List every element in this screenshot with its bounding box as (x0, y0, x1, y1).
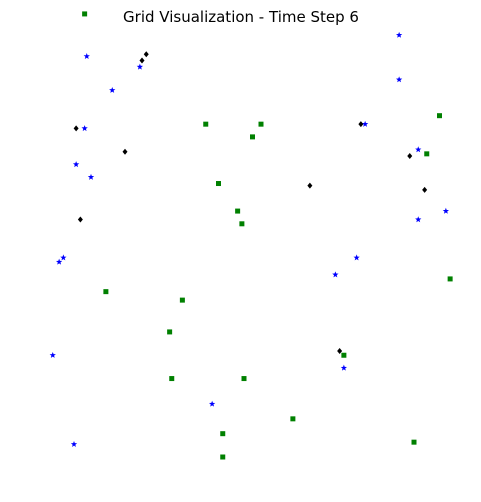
square-marker-1-0 (82, 11, 88, 17)
square-marker-1-9 (447, 276, 453, 282)
square-marker-1-18 (220, 454, 226, 460)
square-marker-1-3 (250, 134, 255, 140)
star-marker-0-9 (395, 31, 403, 38)
star-marker-0-3 (72, 161, 80, 168)
square-marker-1-4 (437, 113, 442, 119)
square-marker-1-11 (179, 297, 185, 303)
diamond-marker-2-5 (407, 152, 413, 159)
square-marker-1-14 (169, 376, 175, 382)
star-marker-0-13 (415, 216, 422, 223)
star-marker-0-4 (87, 173, 95, 180)
square-marker-1-13 (341, 352, 347, 358)
square-marker-1-16 (290, 416, 296, 422)
square-marker-1-12 (167, 329, 173, 335)
diamond-marker-2-6 (307, 182, 313, 189)
square-marker-1-10 (103, 289, 109, 295)
star-marker-0-1 (109, 86, 116, 93)
star-marker-0-8 (70, 440, 78, 447)
square-marker-1-15 (241, 376, 247, 382)
square-marker-1-19 (411, 439, 417, 445)
star-marker-0-17 (340, 364, 348, 371)
star-marker-0-19 (136, 63, 144, 70)
diamond-marker-2-7 (422, 186, 428, 193)
star-marker-0-18 (208, 400, 216, 407)
diamond-marker-2-3 (122, 148, 128, 155)
diamond-marker-2-0 (143, 51, 149, 58)
diamond-marker-2-4 (358, 121, 364, 128)
star-marker-0-0 (83, 53, 90, 59)
plot-area (49, 11, 453, 460)
star-marker-0-11 (361, 120, 369, 127)
star-marker-0-16 (332, 271, 339, 278)
square-marker-1-5 (424, 151, 430, 157)
square-marker-1-7 (235, 208, 241, 214)
square-marker-1-6 (216, 181, 221, 187)
square-marker-1-2 (258, 121, 264, 127)
square-marker-1-1 (203, 121, 209, 127)
star-marker-0-5 (60, 254, 67, 261)
star-marker-0-7 (49, 351, 56, 358)
diamond-marker-2-8 (77, 216, 83, 223)
star-marker-0-6 (55, 258, 63, 265)
chart-title: Grid Visualization - Time Step 6 (123, 8, 359, 26)
square-marker-1-8 (239, 221, 245, 227)
diamond-marker-2-9 (337, 348, 343, 354)
square-marker-1-17 (220, 431, 226, 437)
diamond-marker-2-1 (139, 57, 145, 64)
star-marker-0-15 (353, 254, 360, 261)
star-marker-0-2 (81, 125, 88, 132)
star-marker-0-10 (395, 76, 403, 83)
star-marker-0-14 (442, 207, 450, 214)
star-marker-0-12 (415, 146, 422, 153)
diamond-marker-2-2 (73, 125, 79, 132)
